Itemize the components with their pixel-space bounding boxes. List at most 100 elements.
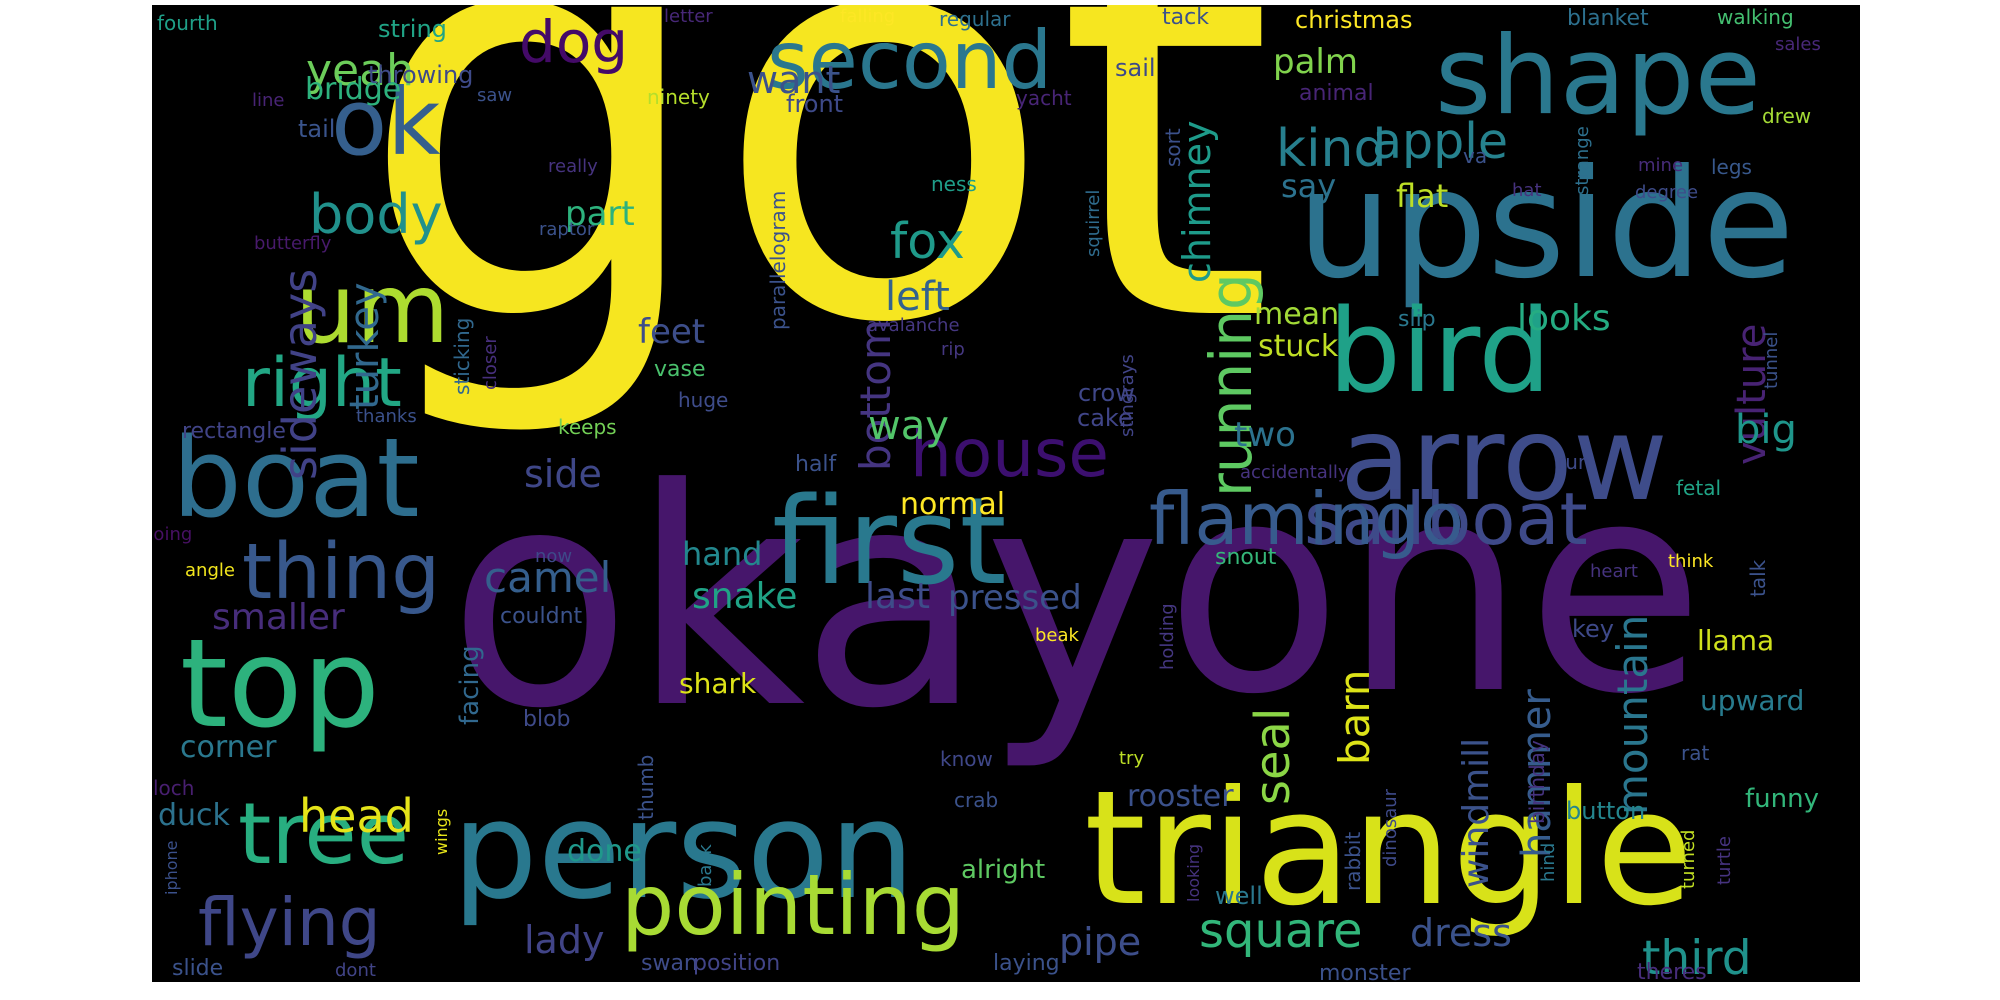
word-thanks: thanks bbox=[356, 406, 417, 427]
word-ninety: ninety bbox=[647, 85, 710, 109]
word-snake: snake bbox=[692, 576, 798, 617]
word-thing: thing bbox=[242, 528, 441, 617]
word-butterfly: butterfly bbox=[254, 233, 332, 254]
word-slip: slip bbox=[1398, 307, 1436, 332]
word-looking: looking bbox=[1184, 843, 1203, 902]
word-beak: beak bbox=[1035, 625, 1079, 646]
word-yeah: yeah bbox=[306, 45, 414, 96]
word-closer: closer bbox=[480, 336, 501, 390]
word-first: first bbox=[772, 473, 1007, 612]
word-llama: llama bbox=[1697, 624, 1775, 657]
word-right: right bbox=[242, 344, 402, 423]
word-windmill: windmill bbox=[1456, 737, 1497, 888]
word-arrow: arrow bbox=[1340, 392, 1668, 527]
word-normal: normal bbox=[900, 487, 1006, 522]
word-heart: heart bbox=[1590, 561, 1638, 582]
word-rooster: rooster bbox=[1127, 779, 1234, 814]
word-stingrays: stingrays bbox=[1117, 354, 1138, 437]
word-tunnel: tunnel bbox=[1761, 331, 1782, 389]
word-flying: flying bbox=[198, 884, 381, 961]
word-ness: ness bbox=[931, 172, 977, 196]
word-dont: dont bbox=[335, 960, 376, 981]
word-mine: mine bbox=[1638, 155, 1684, 176]
word-saw: saw bbox=[477, 85, 513, 106]
word-palm: palm bbox=[1273, 42, 1358, 82]
word-throwing: throwing bbox=[368, 61, 474, 89]
word-side: side bbox=[524, 452, 602, 496]
word-parallelogram: parallelogram bbox=[766, 190, 790, 330]
word-pipe: pipe bbox=[1059, 920, 1142, 964]
word-crow: crow bbox=[1078, 379, 1135, 407]
word-way: way bbox=[868, 403, 949, 449]
word-hand: hand bbox=[682, 535, 763, 573]
word-back: back bbox=[695, 844, 716, 887]
word-legs: legs bbox=[1711, 155, 1752, 179]
word-feet: feet bbox=[638, 312, 706, 352]
word-fourth: fourth bbox=[157, 11, 218, 35]
word-bridge: bridge bbox=[305, 72, 402, 107]
word-turned: turned bbox=[1678, 829, 1699, 889]
word-square: square bbox=[1199, 903, 1363, 959]
word-tack: tack bbox=[1162, 5, 1209, 30]
word-top: top bbox=[180, 613, 380, 755]
word-apple: apple bbox=[1372, 113, 1508, 170]
word-think: think bbox=[1668, 551, 1714, 572]
word-rabbit: rabbit bbox=[1341, 831, 1365, 891]
word-wings: wings bbox=[432, 808, 451, 855]
word-sales: sales bbox=[1775, 34, 1821, 55]
word-falling: falling bbox=[840, 6, 896, 27]
word-animal: animal bbox=[1299, 81, 1374, 106]
word-mean: mean bbox=[1254, 297, 1340, 332]
word-ok: ok bbox=[331, 69, 441, 176]
word-try: try bbox=[1119, 748, 1145, 769]
word-squirrel: squirrel bbox=[1083, 189, 1104, 257]
word-angle: angle bbox=[185, 560, 235, 581]
word-accidentally: accidentally bbox=[1240, 462, 1349, 483]
word-barn: barn bbox=[1330, 669, 1379, 765]
word-keeps: keeps bbox=[558, 415, 617, 439]
word-know: know bbox=[940, 747, 993, 771]
word-upward: upward bbox=[1700, 684, 1805, 717]
word-stuck: stuck bbox=[1258, 329, 1339, 364]
word-shape: shape bbox=[1435, 14, 1761, 139]
word-key: key bbox=[1572, 615, 1615, 643]
word-really: really bbox=[548, 156, 598, 177]
word-one: one bbox=[1165, 421, 1705, 758]
word-blob: blob bbox=[523, 707, 571, 732]
word-tree: tree bbox=[238, 785, 409, 884]
word-bird: bird bbox=[1328, 285, 1552, 419]
word-seal: seal bbox=[1245, 707, 1301, 805]
word-position: position bbox=[693, 951, 781, 976]
word-body: body bbox=[309, 183, 443, 246]
word-alright: alright bbox=[961, 855, 1046, 885]
word-okay: okay bbox=[448, 425, 1162, 774]
word-um: um bbox=[295, 253, 450, 365]
word-rectangle: rectangle bbox=[182, 419, 286, 444]
word-second: second bbox=[767, 14, 1053, 107]
word-duck: duck bbox=[158, 798, 230, 833]
word-cake: cake bbox=[1077, 404, 1133, 432]
word-lady: lady bbox=[524, 918, 605, 962]
word-loch: loch bbox=[153, 776, 195, 800]
word-boat: boat bbox=[172, 414, 420, 542]
word-person: person bbox=[452, 772, 915, 929]
word-holding: holding bbox=[1157, 603, 1178, 670]
word-slide: slide bbox=[172, 956, 224, 981]
word-mountain: mountain bbox=[1608, 614, 1657, 815]
word-left: left bbox=[885, 274, 950, 320]
word-kind: kind bbox=[1276, 119, 1387, 179]
word-monster: monster bbox=[1319, 961, 1411, 983]
word-looks: looks bbox=[1517, 298, 1611, 339]
word-sideways: sideways bbox=[273, 268, 327, 480]
word-rip: rip bbox=[941, 339, 965, 360]
word-sticking: sticking bbox=[450, 317, 474, 395]
word-corner: corner bbox=[180, 730, 277, 765]
word-half: half bbox=[795, 452, 837, 477]
word-vase: vase bbox=[654, 357, 706, 382]
word-house: house bbox=[910, 415, 1110, 492]
word-dinosaur: dinosaur bbox=[1380, 788, 1401, 867]
word-line: line bbox=[252, 90, 285, 111]
word-going: going bbox=[152, 524, 193, 545]
word-blanket: blanket bbox=[1567, 6, 1649, 31]
word-now: now bbox=[535, 546, 573, 567]
